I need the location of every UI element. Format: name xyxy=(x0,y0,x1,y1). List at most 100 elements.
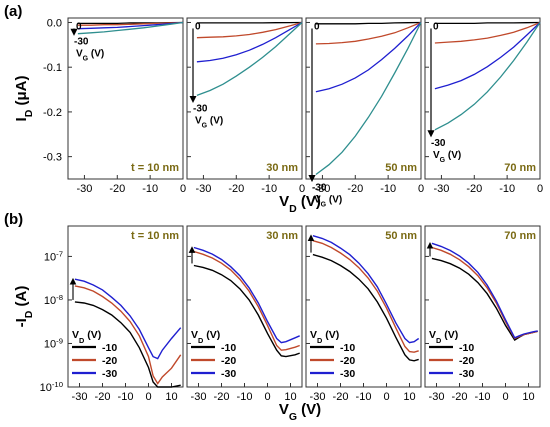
panel-a-frame xyxy=(187,18,302,179)
panel-a-thickness-label: 30 nm xyxy=(266,162,298,174)
panel-a-label: (a) xyxy=(4,3,22,20)
panel-b-xtick-label: 0 xyxy=(502,391,508,403)
panel-a-xtick-label: 0 xyxy=(299,183,305,195)
panel-b-xtick-label: -10 xyxy=(356,391,372,403)
panel-b-ylabel: -ID (A) xyxy=(13,286,35,328)
panel-b-legend-entry: -10 xyxy=(221,342,236,354)
panel-b-label: (b) xyxy=(4,211,23,228)
panel-b-xtick-label: -20 xyxy=(214,391,230,403)
panel-b-legend-title: VD (V) xyxy=(429,329,458,345)
panel-a-arrow-unit-label: VG (V) xyxy=(433,150,461,164)
panel-b-ytick-label: 10-7 xyxy=(44,249,63,264)
panel-a-xtick-label: -30 xyxy=(76,183,92,195)
panel-b-legend-entry: -30 xyxy=(340,368,355,380)
panel-b-xtick-label: 0 xyxy=(264,391,270,403)
panel-b-xtick-label: 10 xyxy=(284,391,296,403)
panel-a-arrow-unit-label: VG (V) xyxy=(195,115,223,129)
panel-b-legend-entry: -10 xyxy=(340,342,355,354)
panel-b-legend-entry: -10 xyxy=(102,342,117,354)
panel-a-thickness-label: 50 nm xyxy=(385,162,417,174)
panel-a-xtick-label: -10 xyxy=(142,183,158,195)
panel-a-arrow-bottom-label: -30 xyxy=(431,138,446,149)
panel-b-legend-title: VD (V) xyxy=(191,329,220,345)
panel-a-xtick-label: 0 xyxy=(180,183,186,195)
panel-b-legend-entry: -30 xyxy=(221,368,236,380)
panel-b-legend-entry: -30 xyxy=(459,368,474,380)
panel-a-arrow-bottom-label: -30 xyxy=(193,103,208,114)
panel-b-legend-title: VD (V) xyxy=(72,329,101,345)
panel-a-arrow-top-label: 0 xyxy=(433,21,439,32)
panel-b-xtick-label: -30 xyxy=(191,391,207,403)
panel-b-thickness-label: 50 nm xyxy=(385,230,417,242)
panel-a-series-line xyxy=(316,23,421,44)
panel-b-legend-entry: -20 xyxy=(340,355,355,367)
panel-b-series-line xyxy=(432,258,538,340)
panel-b-thickness-label: 70 nm xyxy=(504,230,536,242)
panel-a-xtick-label: -20 xyxy=(466,183,482,195)
panel-a-series-line xyxy=(435,23,540,44)
panel-a-xtick-label: 0 xyxy=(537,183,543,195)
panel-a-xtick-label: -10 xyxy=(499,183,515,195)
panel-b-xtick-label: -10 xyxy=(475,391,491,403)
panel-a-arrow-top-label: 0 xyxy=(314,21,320,32)
panel-b-xtick-label: -10 xyxy=(118,391,134,403)
panel-b-xtick-label: 10 xyxy=(165,391,177,403)
panel-b-thickness-label: 30 nm xyxy=(266,230,298,242)
panel-a-ytick-label: -0.3 xyxy=(43,152,62,164)
panel-a-series-line xyxy=(316,23,421,24)
panel-b-legend-entry: -10 xyxy=(459,342,474,354)
panel-a-arrow-bottom-label: -30 xyxy=(312,183,327,194)
panel-b-ytick-label: 10-10 xyxy=(40,380,63,395)
panel-b-ytick-label: 10-8 xyxy=(44,292,63,307)
panel-a-xtick-label: -10 xyxy=(380,183,396,195)
panel-a-arrow-bottom-label: -30 xyxy=(74,36,89,47)
panel-b-xtick-label: 10 xyxy=(403,391,415,403)
panel-b-xtick-label: -30 xyxy=(72,391,88,403)
panel-b-legend-entry: -20 xyxy=(102,355,117,367)
panel-b-xtick-label: -10 xyxy=(237,391,253,403)
panel-a-series-line xyxy=(435,23,540,24)
panel-a-series-line xyxy=(197,23,302,62)
panel-a-arrow-top-label: 0 xyxy=(195,21,201,32)
panel-a-arrow-unit-label: VG (V) xyxy=(76,48,104,62)
panel-b-xtick-label: -30 xyxy=(310,391,326,403)
panel-a-thickness-label: 70 nm xyxy=(504,162,536,174)
panel-b-xtick-label: 10 xyxy=(522,391,534,403)
panel-a-ytick-label: 0.0 xyxy=(47,17,62,29)
panel-a-series-line xyxy=(197,23,302,96)
panel-a-ylabel: ID (μA) xyxy=(13,76,35,122)
panel-a-series-line xyxy=(316,23,421,175)
panel-a-xtick-label: -30 xyxy=(433,183,449,195)
panel-b-frame xyxy=(68,226,183,387)
panel-b-legend-entry: -20 xyxy=(459,355,474,367)
panel-b-series-line xyxy=(313,236,419,343)
panel-a-ytick-label: -0.2 xyxy=(43,107,62,119)
panel-b-ytick-label: 10-9 xyxy=(44,336,63,351)
panel-a-xtick-label: 0 xyxy=(418,183,424,195)
panel-b-xtick-label: -20 xyxy=(95,391,111,403)
panel-b-xtick-label: 0 xyxy=(145,391,151,403)
panel-a-series-line xyxy=(435,23,540,89)
panel-a-frame xyxy=(306,18,421,179)
panel-a-series-line xyxy=(316,23,421,92)
panel-a-xtick-label: -10 xyxy=(261,183,277,195)
panel-a-arrow-top-label: 0 xyxy=(76,21,82,32)
panel-b-legend-entry: -30 xyxy=(102,368,117,380)
panel-a-xtick-label: -20 xyxy=(109,183,125,195)
panel-b-legend-title: VD (V) xyxy=(310,329,339,345)
panel-b-xtick-label: -20 xyxy=(452,391,468,403)
panel-b-legend-entry: -20 xyxy=(221,355,236,367)
panel-b-series-line xyxy=(194,266,300,357)
panel-b-frame xyxy=(306,226,421,387)
panel-b-thickness-label: t = 10 nm xyxy=(131,230,179,242)
panel-a-series-line xyxy=(197,23,302,38)
